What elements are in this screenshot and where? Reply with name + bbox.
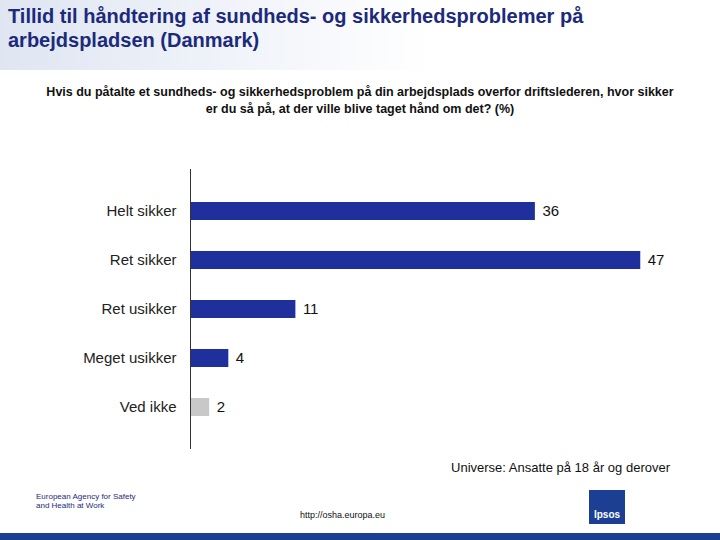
html-text:European Agency for Safety and: European Agency for Safety and Health at… — [36, 492, 136, 510]
svg-text:36: 36 — [542, 202, 559, 219]
html-text:Hvis du påtalte et sundheds- o: Hvis du påtalte et sundheds- og sikkerhe… — [46, 85, 674, 116]
svg-text:Meget usikker: Meget usikker — [83, 349, 176, 366]
svg-text:2: 2 — [217, 398, 225, 415]
html-text:Universe: Ansatte på 18 år og: Universe: Ansatte på 18 år og derover — [451, 460, 670, 475]
svg-text:Ret sikker: Ret sikker — [110, 251, 177, 268]
html-text:Ipsos: Ipsos — [593, 509, 621, 520]
html-text:http://osha.europa.eu: http://osha.europa.eu — [300, 510, 386, 520]
svg-text:Ved ikke: Ved ikke — [120, 398, 177, 415]
svg-text:Helt sikker: Helt sikker — [106, 202, 176, 219]
svg-text:11: 11 — [303, 300, 319, 317]
svg-text:4: 4 — [236, 349, 244, 366]
svg-text:47: 47 — [648, 251, 665, 268]
svg-text:Ret usikker: Ret usikker — [101, 300, 176, 317]
html-text:Tillid til håndtering af sundh: Tillid til håndtering af sundheds- og si… — [8, 5, 584, 51]
